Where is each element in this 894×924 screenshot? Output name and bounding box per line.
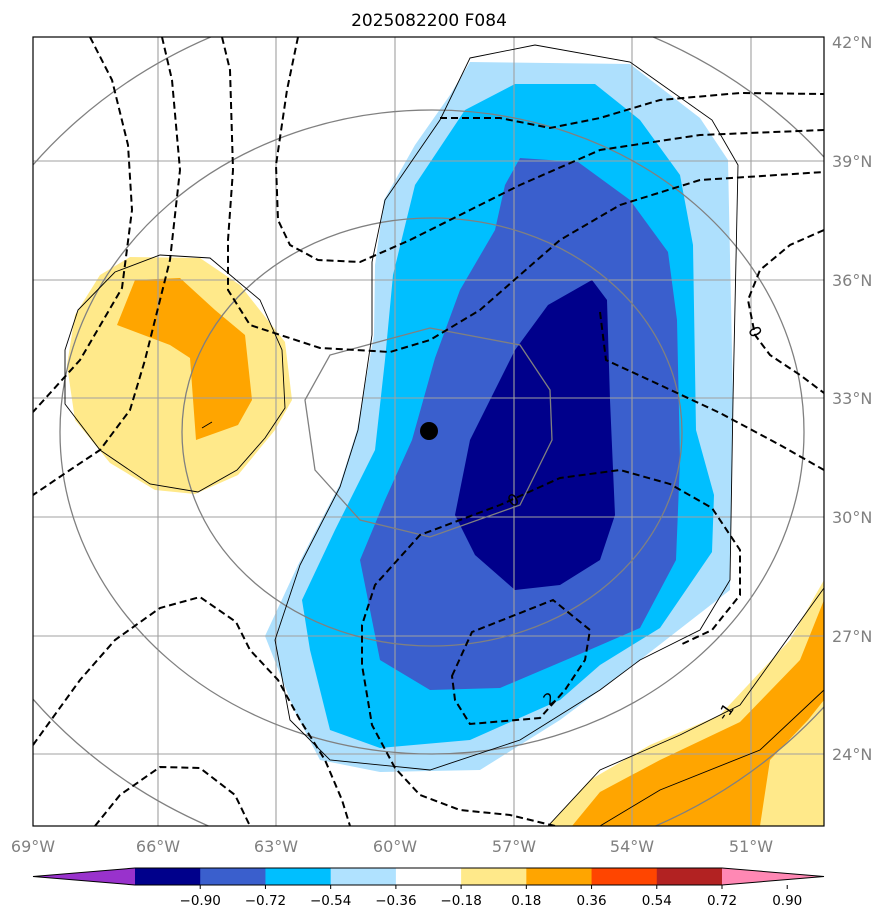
colorbar-segment xyxy=(461,868,527,885)
lon-tick-label: 63°W xyxy=(254,837,298,856)
colorbar-segment xyxy=(591,868,658,885)
colorbar-segment xyxy=(200,868,267,885)
lat-tick-label: 24°N xyxy=(832,745,872,764)
lon-tick-label: 66°W xyxy=(136,837,180,856)
latitude-axis: 42°N 39°N 36°N 33°N 30°N 27°N 24°N xyxy=(832,33,872,764)
thin-outlines xyxy=(64,44,824,826)
colorbar-extension-high xyxy=(722,868,824,885)
lon-tick-label: 69°W xyxy=(11,837,55,856)
colorbar-tick-label: 0.72 xyxy=(707,893,737,909)
lon-tick-label: 57°W xyxy=(492,837,536,856)
lat-tick-label: 33°N xyxy=(832,389,872,408)
fill-dark-blue-region xyxy=(455,280,615,590)
colorbar-outline xyxy=(32,867,825,886)
colorbar-tick-label: −0.18 xyxy=(440,893,481,909)
map-title: 2025082200 F084 xyxy=(351,11,507,31)
fill-orange-west xyxy=(117,278,252,440)
map-frame xyxy=(32,36,825,827)
dashed-contours xyxy=(33,37,824,826)
lat-tick-label: 42°N xyxy=(832,33,872,52)
colorbar-segment xyxy=(265,868,332,885)
colorbar-segment xyxy=(395,868,462,885)
colorbar-segment xyxy=(135,868,201,885)
lon-tick-label: 54°W xyxy=(610,837,654,856)
colorbar-tick-label: −0.54 xyxy=(310,893,351,909)
fill-orange-southeast xyxy=(572,600,824,826)
lat-tick-label: 30°N xyxy=(832,508,872,527)
colorbar-tick-label: −0.72 xyxy=(245,893,286,909)
colorbar-tick-label: 0.54 xyxy=(642,893,672,909)
colorbar-tick-label: 0.18 xyxy=(511,893,541,909)
colorbar-segment xyxy=(526,868,593,885)
colorbar-segment xyxy=(330,868,397,885)
colorbar-tick-label: −0.36 xyxy=(375,893,416,909)
range-rings xyxy=(33,37,824,826)
colorbar-tick-label: −0.90 xyxy=(180,893,221,909)
colorbar-extension-low xyxy=(33,868,135,885)
lon-tick-label: 60°W xyxy=(373,837,417,856)
longitude-axis: 69°W 66°W 63°W 60°W 57°W 54°W 51°W xyxy=(11,837,773,856)
colorbar-tick-label: 0.90 xyxy=(772,893,802,909)
lat-tick-label: 39°N xyxy=(832,152,872,171)
lat-tick-label: 36°N xyxy=(832,271,872,290)
colorbar-tick-label: 0.36 xyxy=(577,893,607,909)
storm-center-marker xyxy=(420,422,438,440)
colorbar: −0.90 −0.72 −0.54 −0.36 −0.18 0.18 0.36 0.54 0.7… xyxy=(32,867,825,909)
lon-tick-label: 51°W xyxy=(729,837,773,856)
map-panel: 0 0 2 -1 xyxy=(33,37,824,826)
colorbar-segment xyxy=(656,868,723,885)
lat-tick-label: 27°N xyxy=(832,627,872,646)
